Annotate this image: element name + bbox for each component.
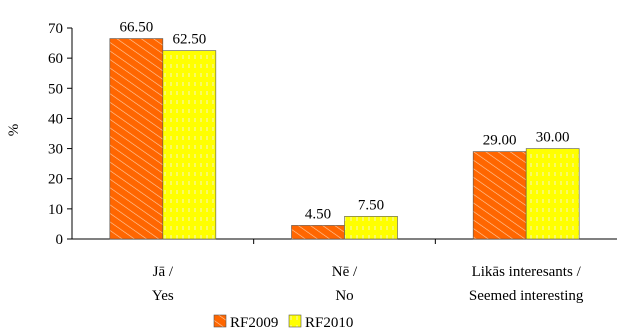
- y-tick-label: 20: [48, 172, 63, 188]
- y-axis-title: %: [6, 124, 22, 137]
- x-tick-label-line2: Seemed interesting: [469, 288, 584, 304]
- y-tick-label: 60: [48, 51, 63, 67]
- y-tick-label: 50: [48, 81, 63, 97]
- legend-swatch-rf2009: [213, 314, 227, 328]
- bars: [109, 38, 580, 240]
- legend-label: RF2010: [305, 315, 353, 331]
- data-label: 7.50: [358, 197, 384, 213]
- x-tick-label-line2: Yes: [152, 288, 174, 304]
- legend-swatch-rf2010: [288, 314, 302, 328]
- x-tick-label-line2: No: [335, 288, 353, 304]
- x-tick-label-line1: Likās interesants /: [472, 264, 582, 280]
- legend-label: RF2009: [230, 315, 278, 331]
- y-tick-label: 70: [48, 21, 63, 37]
- bar-rf2009: [291, 225, 345, 240]
- legend: RF2009 RF2010: [213, 314, 353, 331]
- bar-rf2010: [525, 148, 580, 240]
- bar-rf2010: [344, 216, 398, 240]
- bar-rf2009: [472, 151, 527, 240]
- y-tick-label: 0: [56, 232, 64, 248]
- y-tick-label: 30: [48, 142, 63, 158]
- bar-rf2010: [162, 50, 217, 240]
- data-label: 30.00: [536, 130, 570, 146]
- bar-rf2009: [109, 38, 164, 240]
- data-label: 29.00: [483, 133, 517, 149]
- data-labels: 66.50 62.50 4.50 7.50 29.00 30.00: [119, 20, 569, 223]
- data-label: 62.50: [172, 32, 206, 48]
- y-tick-label: 40: [48, 111, 63, 127]
- x-tick-label-line1: Nē /: [332, 264, 358, 280]
- data-label: 66.50: [119, 20, 153, 36]
- data-label: 4.50: [305, 206, 331, 222]
- x-tick-labels: Jā / Yes Nē / No Likās interesants / Seemed i…: [152, 264, 584, 304]
- y-tick-label: 10: [48, 202, 63, 218]
- x-tick-label-line1: Jā /: [153, 264, 174, 280]
